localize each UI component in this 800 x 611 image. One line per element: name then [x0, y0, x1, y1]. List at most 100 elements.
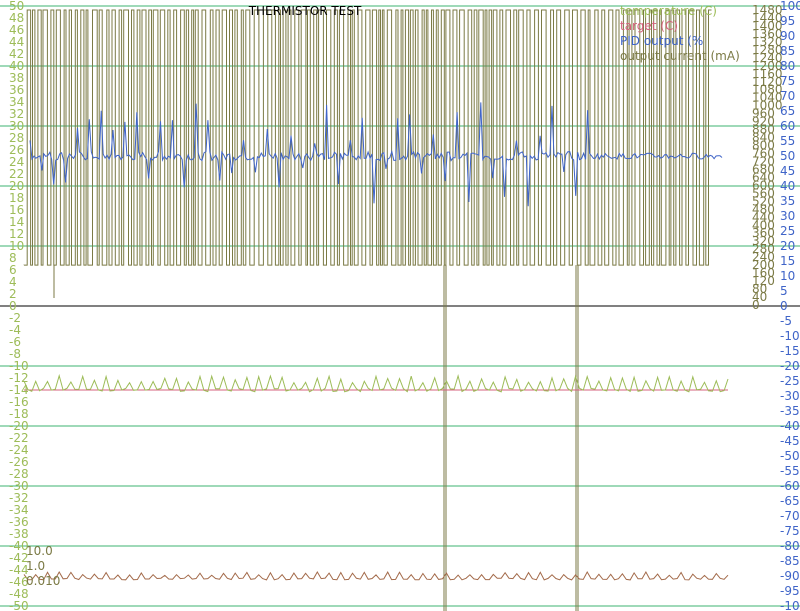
right-tick-label: 45	[780, 164, 795, 178]
left-tick-label: -38	[9, 527, 29, 541]
left-tick-label: 18	[9, 191, 24, 205]
mid-tick-label: 1280	[752, 43, 783, 57]
left-tick-label: 42	[9, 47, 24, 61]
right-tick-label: -95	[780, 584, 800, 598]
right-tick-label: 20	[780, 239, 795, 253]
left-tick-label: 8	[9, 251, 17, 265]
pid-gain-labels: 10.01.00.010	[26, 544, 60, 588]
left-tick-label: 40	[9, 59, 24, 73]
left-tick-label: -46	[9, 575, 29, 589]
left-tick-label: -4	[9, 323, 21, 337]
mid-tick-label: 1000	[752, 99, 783, 113]
right-tick-label: 100	[780, 0, 800, 13]
left-tick-label: 48	[9, 11, 24, 25]
mid-tick-label: 40	[752, 290, 767, 304]
right-tick-label: 25	[780, 224, 795, 238]
mid-tick-label: 80	[752, 282, 767, 296]
right-tick-label: 65	[780, 104, 795, 118]
temperature-line	[23, 373, 729, 393]
mid-tick-label: 560	[752, 186, 775, 200]
left-tick-label: 12	[9, 227, 24, 241]
left-tick-label: 26	[9, 143, 24, 157]
right-tick-label: -65	[780, 494, 800, 508]
mid-tick-label: 200	[752, 258, 775, 272]
mid-tick-label: 760	[752, 147, 775, 161]
right-tick-label: -75	[780, 524, 800, 538]
right-tick-label: -60	[780, 479, 800, 493]
chart-legend: temperature (C)target (C)PID output (%ou…	[620, 4, 740, 63]
mid-tick-label: 0	[752, 298, 760, 312]
left-tick-label: 38	[9, 71, 24, 85]
pid-output-line	[29, 102, 723, 207]
left-tick-label: 32	[9, 107, 24, 121]
lower-trace-line	[23, 570, 729, 581]
mid-tick-label: 480	[752, 202, 775, 216]
left-tick-label: -30	[9, 479, 29, 493]
left-tick-label: -48	[9, 587, 29, 601]
right-tick-label: 90	[780, 29, 795, 43]
right-tick-label: 55	[780, 134, 795, 148]
mid-tick-label: 280	[752, 242, 775, 256]
right-tick-label: 15	[780, 254, 795, 268]
left-tick-label: -8	[9, 347, 21, 361]
left-tick-label: 20	[9, 179, 24, 193]
mid-tick-label: 640	[752, 170, 775, 184]
legend-entry: PID output (%	[620, 34, 703, 48]
right-tick-label: -40	[780, 419, 800, 433]
left-tick-label: -26	[9, 455, 29, 469]
mid-tick-label: 1320	[752, 35, 783, 49]
mid-tick-label: 1120	[752, 75, 783, 89]
series-lines	[23, 9, 729, 611]
mid-tick-label: 1360	[752, 27, 783, 41]
mid-tick-label: 680	[752, 162, 775, 176]
left-tick-label: 46	[9, 23, 24, 37]
right-tick-label: 70	[780, 89, 795, 103]
left-tick-label: -24	[9, 443, 29, 457]
left-tick-label: 14	[9, 215, 24, 229]
mid-tick-label: 1400	[752, 19, 783, 33]
mid-tick-label: 120	[752, 274, 775, 288]
right-tick-label: 40	[780, 179, 795, 193]
left-tick-label: -12	[9, 371, 29, 385]
left-tick-label: 16	[9, 203, 24, 217]
right-tick-label: -35	[780, 404, 800, 418]
mid-tick-label: 1480	[752, 3, 783, 17]
left-tick-label: -32	[9, 491, 29, 505]
right-tick-label: -10	[780, 329, 800, 343]
right-tick-label: -25	[780, 374, 800, 388]
mid-tick-label: 800	[752, 139, 775, 153]
left-tick-label: 10	[9, 239, 24, 253]
right-tick-label: -15	[780, 344, 800, 358]
right-tick-label: 5	[780, 284, 788, 298]
output-current-line	[23, 9, 712, 266]
right-tick-label: 60	[780, 119, 795, 133]
left-tick-label: -14	[9, 383, 29, 397]
right-tick-label: -55	[780, 464, 800, 478]
right-tick-label: -30	[780, 389, 800, 403]
mid-tick-label: 440	[752, 210, 775, 224]
mid-tick-label: 520	[752, 194, 775, 208]
legend-entry: target (C)	[620, 19, 678, 33]
mid-tick-label: 720	[752, 154, 775, 168]
left-tick-label: 28	[9, 131, 24, 145]
right-tick-label: -20	[780, 359, 800, 373]
left-tick-label: 6	[9, 263, 17, 277]
mid-tick-label: 360	[752, 226, 775, 240]
right-tick-label: 75	[780, 74, 795, 88]
legend-entry: output current (mA)	[620, 49, 740, 63]
mid-tick-label: 880	[752, 123, 775, 137]
pid-gain-label: 10.0	[26, 544, 53, 558]
mid-tick-label: 160	[752, 266, 775, 280]
mid-tick-label: 840	[752, 131, 775, 145]
mid-tick-label: 600	[752, 178, 775, 192]
mid-tick-label: 1200	[752, 59, 783, 73]
right-axis-ticks: 1009590858075706560555045403530252015105…	[780, 0, 800, 611]
left-tick-label: 50	[9, 0, 24, 13]
right-tick-label: -5	[780, 314, 792, 328]
grid-lines	[0, 5, 800, 607]
right-tick-label: -50	[780, 449, 800, 463]
left-tick-label: -42	[9, 551, 29, 565]
mid-tick-label: 1080	[752, 83, 783, 97]
left-tick-label: 24	[9, 155, 24, 169]
